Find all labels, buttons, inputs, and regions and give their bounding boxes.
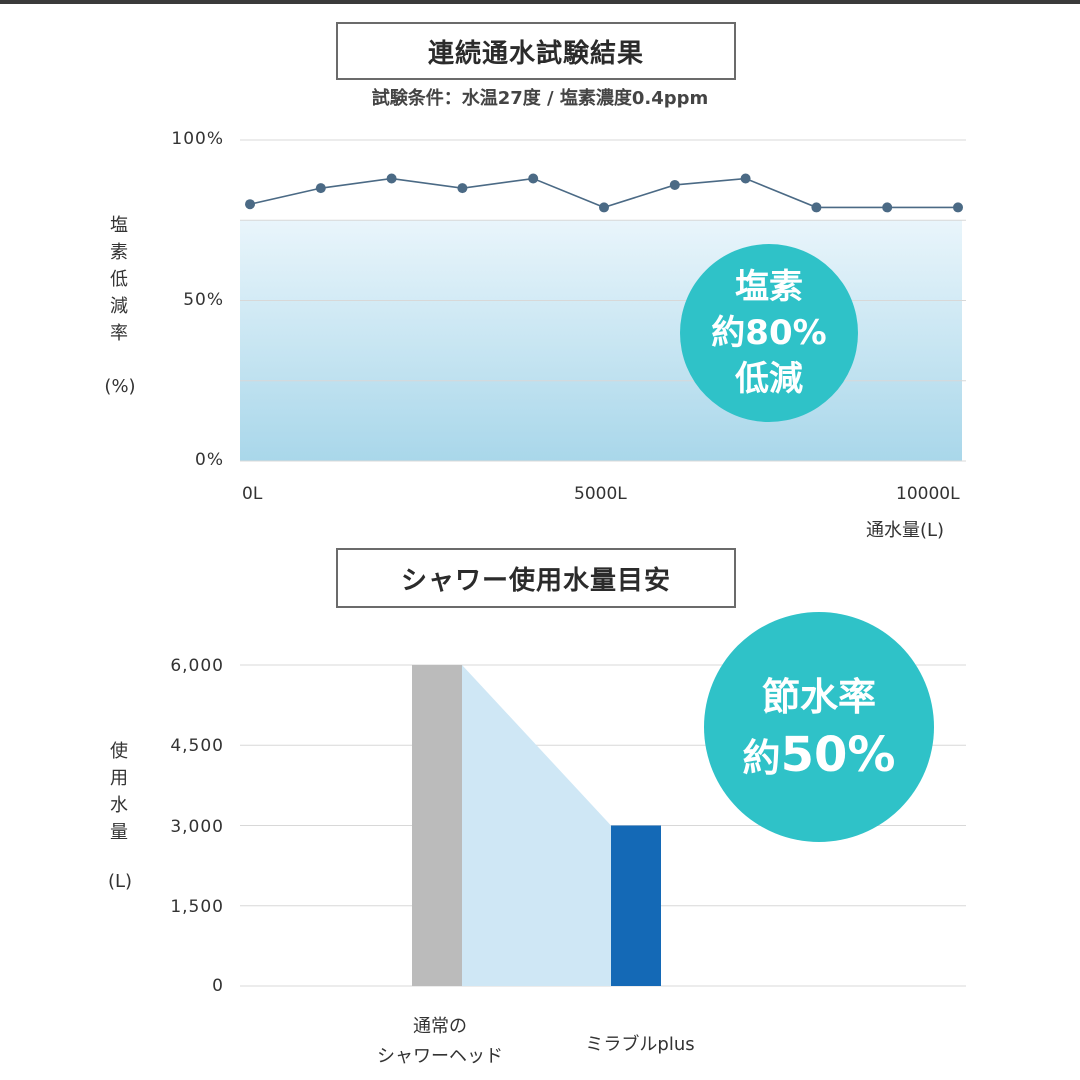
chart2-ytick-0: 0 — [212, 976, 224, 996]
chart1-data-point — [528, 173, 539, 184]
badge2-line2: 約50% — [743, 726, 896, 787]
bar-normal-showerhead — [412, 665, 462, 986]
bar-label-mirable: ミラブルplus — [585, 1034, 695, 1055]
chart1-data-point — [457, 183, 468, 194]
chart2-ylabel: 使 用 水 量 — [104, 738, 134, 846]
badge2-value: 50% — [780, 726, 896, 783]
chart1-ylabel-char: 低 — [110, 269, 128, 290]
chart1-xtick-5000: 5000L — [574, 484, 627, 504]
chart1-ylabel-unit: (%) — [104, 376, 136, 397]
chart2-ylabel-unit: (L) — [107, 871, 133, 892]
chart1-data-point — [811, 202, 822, 213]
chart1-ylabel: 塩 素 低 減 率 — [104, 212, 134, 347]
bar-label-normal-line: 通常の — [413, 1016, 467, 1037]
badge2-line1: 節水率 — [761, 674, 876, 719]
chart1-data-point — [669, 179, 680, 190]
chart1-xtick-10000: 10000L — [896, 484, 960, 504]
chart1-data-point — [245, 199, 255, 210]
chart2-title: シャワー使用水量目安 — [336, 548, 736, 608]
top-border — [0, 0, 1080, 4]
chart1-data-point — [740, 173, 751, 184]
bar-label-normal-line: シャワーヘッド — [377, 1046, 503, 1067]
chart2-reduction-wedge — [462, 665, 611, 986]
badge1-line: 低減 — [735, 359, 803, 399]
chart1-xlabel: 通水量(L) — [866, 520, 945, 541]
chart1-data-point — [953, 202, 963, 213]
chart1-ytick-50: 50% — [183, 290, 224, 310]
chart2-ytick-3000: 3,000 — [170, 817, 224, 837]
chart1-data-point — [882, 202, 893, 213]
chart1-ytick-0: 0% — [195, 450, 224, 470]
chart1-subtitle: 試験条件：水温27度 / 塩素濃度0.4ppm — [371, 88, 709, 109]
water-saving-badge: 節水率 約50% — [704, 612, 934, 842]
chart1-data-point — [386, 173, 397, 184]
badge1-line: 塩素 — [735, 267, 803, 307]
chart1-ytick-100: 100% — [171, 129, 224, 149]
chart2-ylabel-char: 量 — [110, 822, 128, 843]
chart1-ylabel-char: 塩 — [110, 215, 128, 236]
chart1-title: 連続通水試験結果 — [336, 22, 736, 80]
chart1-data-point — [315, 183, 326, 194]
chart1-ylabel-char: 素 — [110, 242, 128, 263]
chart2-ylabel-char: 用 — [110, 768, 128, 789]
chart2-ytick-1500: 1,500 — [170, 897, 224, 917]
bar-mirable-plus — [611, 825, 661, 986]
chlorine-reduction-badge: 塩素 約80% 低減 — [680, 244, 858, 422]
bar-label-normal: 通常の シャワーヘッド — [340, 1012, 540, 1072]
chart2-ytick-6000: 6,000 — [170, 656, 224, 676]
chart1-ylabel-char: 率 — [110, 323, 128, 344]
chart2-ylabel-char: 使 — [110, 741, 128, 762]
badge2-prefix: 約 — [742, 735, 781, 780]
chart2-ytick-4500: 4,500 — [170, 736, 224, 756]
chart1-ylabel-char: 減 — [110, 296, 128, 317]
chart1-xtick-0: 0L — [242, 484, 263, 504]
badge1-line: 約80% — [711, 313, 827, 353]
chart1-data-point — [599, 202, 609, 213]
chart2-ylabel-char: 水 — [110, 795, 128, 816]
